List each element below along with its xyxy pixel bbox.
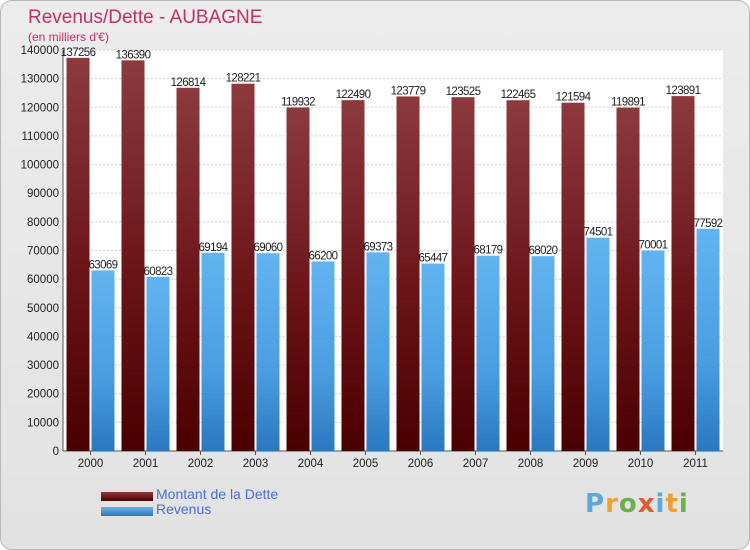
data-label-debt: 126814 <box>171 77 207 89</box>
y-tick-label: 60000 <box>27 274 59 286</box>
legend-swatch-revenue <box>101 507 153 516</box>
bar-debt <box>176 87 200 452</box>
y-tick-label: 30000 <box>27 360 59 372</box>
x-tick-label: 2010 <box>628 458 654 470</box>
data-label-debt: 123525 <box>446 86 481 98</box>
y-tick-label: 130000 <box>21 74 59 86</box>
bar-revenue <box>146 276 170 451</box>
y-tick-label: 110000 <box>21 131 59 143</box>
bar-revenue <box>311 261 335 451</box>
x-tick-label: 2002 <box>188 458 214 470</box>
x-tick-label: 2005 <box>353 458 379 470</box>
bar-revenue <box>476 255 500 451</box>
data-label-revenue: 68020 <box>529 245 558 257</box>
y-tick-label: 100000 <box>21 160 59 172</box>
data-label-revenue: 66200 <box>309 250 338 262</box>
logo-letter: P <box>585 489 606 519</box>
data-label-debt: 137256 <box>61 47 96 59</box>
bar-debt <box>286 107 310 452</box>
x-tick-label: 2009 <box>573 458 599 470</box>
logo-letter: o <box>618 489 638 519</box>
data-label-debt: 128221 <box>226 73 261 85</box>
y-tick-label: 120000 <box>21 102 59 114</box>
x-tick-label: 2004 <box>298 458 324 470</box>
logo-letter: x <box>637 489 656 519</box>
bar-debt <box>506 100 530 451</box>
y-tick-label: 140000 <box>21 45 59 57</box>
chart-title: Revenus/Dette - AUBAGNE <box>28 7 263 28</box>
x-tick-label: 2003 <box>243 458 269 470</box>
bar-debt <box>616 107 640 451</box>
x-tick-label: 2008 <box>518 458 544 470</box>
legend-label-debt: Montant de la Dette <box>156 486 279 502</box>
bar-debt <box>561 102 585 452</box>
data-label-revenue: 69373 <box>364 241 393 253</box>
bar-debt <box>231 83 255 452</box>
logo-letter: r <box>605 489 619 519</box>
bar-revenue <box>256 253 280 451</box>
bar-debt <box>121 60 145 451</box>
y-tick-label: 90000 <box>27 188 59 200</box>
bar-revenue <box>531 256 555 451</box>
data-label-revenue: 65447 <box>419 253 448 265</box>
bar-revenue <box>641 250 665 451</box>
y-tick-label: 10000 <box>27 417 59 429</box>
data-label-debt: 136390 <box>116 49 151 61</box>
proxiti-logo: Proxiti <box>585 489 689 519</box>
bar-revenue <box>586 237 610 451</box>
x-tick-label: 2007 <box>463 458 489 470</box>
x-tick-label: 2001 <box>133 458 159 470</box>
x-tick-label: 2000 <box>78 458 104 470</box>
logo-letter: t <box>665 489 679 519</box>
bar-revenue <box>201 252 225 451</box>
bar-debt <box>451 97 475 451</box>
y-tick-label: 50000 <box>27 303 59 315</box>
bar-debt <box>66 57 90 452</box>
data-label-revenue: 69060 <box>254 242 283 254</box>
bar-revenue <box>696 228 720 451</box>
data-label-revenue: 60823 <box>144 266 173 278</box>
data-label-debt: 122465 <box>501 89 536 101</box>
bar-revenue <box>366 252 390 451</box>
chart-subtitle: (en milliers d'€) <box>28 30 109 44</box>
data-label-revenue: 70001 <box>639 239 668 251</box>
data-label-revenue: 77592 <box>694 218 723 230</box>
bar-debt <box>671 96 695 451</box>
logo-letter: i <box>655 489 666 519</box>
y-tick-label: 70000 <box>27 246 59 258</box>
y-tick-label: 40000 <box>27 331 59 343</box>
data-label-debt: 122490 <box>336 89 371 101</box>
bar-debt <box>396 96 420 451</box>
bar-debt <box>341 100 365 452</box>
data-label-revenue: 74501 <box>584 227 613 239</box>
data-label-revenue: 69194 <box>199 242 229 254</box>
y-tick-label: 80000 <box>27 217 59 229</box>
y-tick-label: 0 <box>53 446 59 458</box>
data-label-revenue: 63069 <box>89 259 118 271</box>
data-label-debt: 119932 <box>281 96 315 108</box>
bar-revenue <box>421 263 445 451</box>
x-tick-label: 2006 <box>408 458 434 470</box>
data-label-debt: 119891 <box>611 97 645 109</box>
legend-label-revenue: Revenus <box>156 501 212 517</box>
y-tick-label: 20000 <box>27 389 59 401</box>
data-label-debt: 123779 <box>391 85 426 97</box>
legend-swatch-debt <box>101 492 153 501</box>
x-tick-label: 2011 <box>683 458 708 470</box>
data-label-revenue: 68179 <box>474 245 503 257</box>
data-label-debt: 121594 <box>556 92 592 104</box>
logo-letter: i <box>678 489 689 519</box>
data-label-debt: 123891 <box>666 85 701 97</box>
bar-revenue <box>91 270 115 451</box>
